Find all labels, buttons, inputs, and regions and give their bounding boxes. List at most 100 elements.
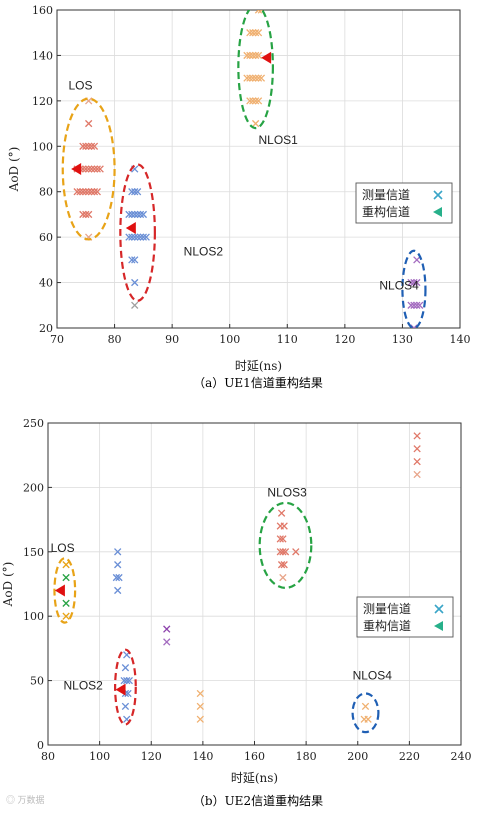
measured-point — [196, 702, 204, 711]
legend-label-reconstructed: 重构信道 — [362, 204, 410, 219]
y-tick-label: 120 — [32, 95, 53, 108]
measured-point — [79, 210, 87, 219]
cluster-ellipse — [258, 501, 313, 589]
cluster-ellipse — [53, 557, 77, 624]
legend-reconstructed-icon — [434, 621, 443, 631]
cluster-label: NLOS4 — [379, 278, 419, 292]
measured-point — [76, 188, 84, 196]
measured-point — [257, 74, 266, 82]
measured-point — [133, 233, 142, 241]
watermark: ◎ 万数据 — [6, 795, 45, 805]
reconstructed-point — [71, 163, 82, 175]
y-tick-label: 80 — [39, 186, 53, 199]
caption-ue2: （b）UE2信道重构结果 — [193, 793, 323, 808]
measured-point — [82, 210, 90, 219]
measured-point — [82, 165, 90, 173]
measured-point — [407, 278, 415, 287]
measured-point — [87, 142, 96, 150]
measured-point — [131, 301, 139, 309]
cluster-ellipse — [237, 10, 274, 130]
measured-point — [249, 51, 257, 60]
measured-point — [133, 188, 142, 196]
measured-point — [163, 625, 171, 633]
cluster-label: NLOS2 — [63, 679, 103, 693]
measured-point — [85, 188, 93, 196]
measured-point — [246, 97, 254, 105]
x-tick-label: 140 — [192, 750, 213, 763]
measured-point — [93, 165, 101, 173]
measured-point — [139, 210, 148, 219]
measured-point — [276, 535, 284, 543]
cluster-label: NLOS3 — [267, 485, 307, 499]
cluster-label: NLOS1 — [259, 133, 299, 147]
x-tick-label: 220 — [399, 750, 420, 763]
measured-point — [196, 689, 204, 698]
y-tick-label: 150 — [23, 546, 44, 559]
measured-point — [254, 97, 263, 105]
measured-point — [114, 586, 122, 595]
measured-point — [79, 188, 87, 196]
legend-box — [355, 182, 453, 224]
measured-point — [131, 210, 139, 219]
x-tick-label: 90 — [165, 333, 179, 346]
legend-label-measured: 测量信道 — [362, 188, 410, 202]
measured-point — [142, 233, 150, 241]
x-tick-label: 100 — [89, 750, 110, 763]
measured-point — [85, 165, 93, 173]
measured-point — [251, 51, 260, 60]
x-tick-label: 240 — [451, 750, 472, 763]
measured-point — [128, 210, 136, 219]
measured-point — [133, 210, 142, 219]
measured-point — [249, 97, 257, 105]
measured-point — [277, 509, 286, 517]
y-tick-label: 200 — [23, 481, 44, 494]
measured-point — [249, 29, 257, 37]
measured-point — [87, 165, 96, 173]
y-tick-label: 40 — [39, 277, 53, 290]
x-tick-label: 200 — [347, 750, 368, 763]
caption-ue1: （a）UE1信道重构结果 — [193, 375, 323, 390]
y-tick-label: 60 — [39, 231, 53, 244]
x-tick-label: 80 — [108, 333, 122, 346]
cluster-label: NLOS4 — [353, 668, 393, 682]
measured-point — [246, 74, 254, 82]
measured-point — [82, 188, 90, 196]
x-tick-label: 120 — [334, 333, 355, 346]
measured-point — [251, 29, 260, 37]
reconstructed-point — [54, 584, 65, 597]
measured-point — [279, 548, 287, 556]
measured-point — [251, 74, 260, 82]
cluster-label: NLOS2 — [184, 244, 224, 258]
measured-point — [292, 548, 300, 556]
measured-point — [413, 278, 421, 287]
x-axis-label: 时延(ns) — [231, 771, 278, 785]
legend-box — [356, 596, 454, 638]
measured-point — [280, 561, 288, 569]
reconstructed-point — [115, 683, 126, 696]
measured-point — [114, 548, 122, 556]
measured-point — [131, 278, 139, 287]
x-tick-label: 110 — [277, 333, 298, 346]
measured-point — [62, 599, 70, 607]
measured-point — [246, 51, 254, 60]
measured-point — [249, 74, 257, 82]
measured-point — [139, 233, 148, 241]
legend-measured-icon — [433, 190, 443, 200]
measured-point — [96, 165, 104, 173]
measured-point — [413, 301, 421, 309]
measured-point — [125, 233, 133, 241]
reconstructed-point — [125, 222, 136, 235]
measured-point — [62, 612, 70, 620]
measured-point — [121, 702, 130, 711]
measured-point — [243, 74, 251, 82]
legend-label-reconstructed: 重构信道 — [363, 618, 411, 633]
measured-point — [115, 573, 123, 582]
measured-point — [413, 256, 421, 264]
x-tick-label: 80 — [41, 750, 55, 763]
measured-point — [413, 432, 421, 440]
y-tick-label: 160 — [32, 4, 53, 17]
legend-reconstructed-icon — [433, 207, 442, 217]
measured-point — [136, 233, 145, 241]
